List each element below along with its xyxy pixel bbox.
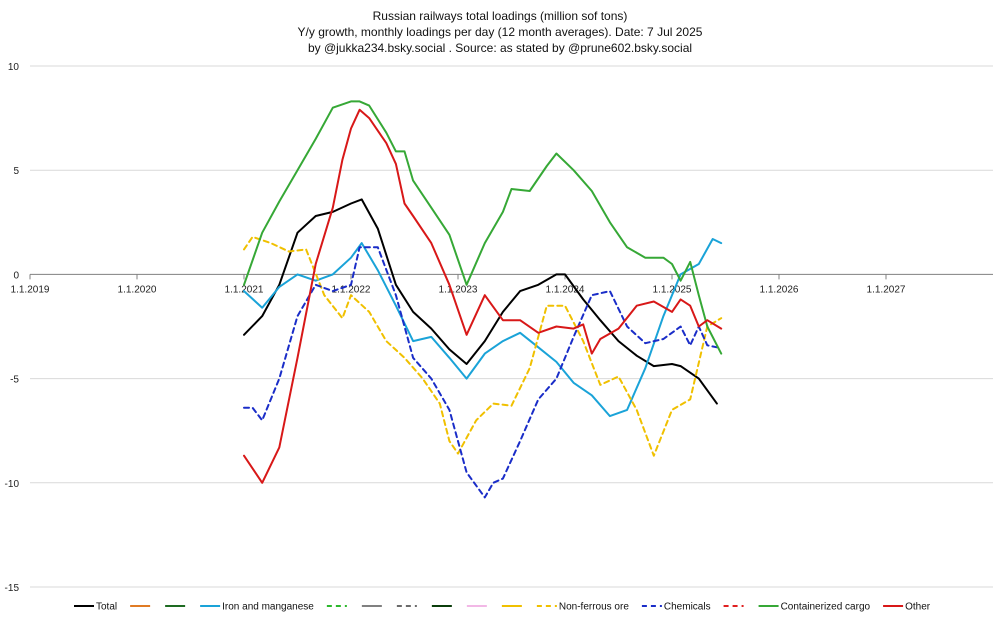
gridlines xyxy=(30,65,993,588)
x-tick-label: 1.1.2019 xyxy=(11,284,50,295)
series-line-other xyxy=(243,108,723,484)
series-lines xyxy=(243,100,723,499)
y-tick-label: -5 xyxy=(10,375,19,386)
chart-title-line-1: Russian railways total loadings (million… xyxy=(373,9,628,23)
series-line-iron-and-manganese xyxy=(243,238,723,418)
legend-label: Containerized cargo xyxy=(781,602,871,613)
series-line-total xyxy=(243,198,718,405)
x-tick-label: 1.1.2025 xyxy=(653,284,692,295)
series-line-containerized-cargo xyxy=(243,100,723,355)
y-tick-label: 0 xyxy=(13,270,19,281)
legend: Total Iron and manganese Non-ferrous ore Ch… xyxy=(74,602,931,613)
legend-label: Other xyxy=(905,602,931,613)
legend-label: Iron and manganese xyxy=(222,602,314,613)
y-tick-label: -15 xyxy=(5,583,20,594)
series-line-non-ferrous-ore xyxy=(243,235,723,457)
legend-label: Chemicals xyxy=(664,602,711,613)
x-tick-label: 1.1.2026 xyxy=(760,284,799,295)
axes: 10 5 0 -5 -10 -15 1.1.2019 1.1.2020 1.1.2021 1.1.… xyxy=(5,62,993,594)
x-tick-label: 1.1.2020 xyxy=(118,284,157,295)
x-tick-label: 1.1.2024 xyxy=(546,284,585,295)
legend-label: Non-ferrous ore xyxy=(559,602,629,613)
x-tick-label: 1.1.2027 xyxy=(867,284,906,295)
x-tick-label: 1.1.2023 xyxy=(439,284,478,295)
x-tick-label: 1.1.2021 xyxy=(225,284,264,295)
chart-title-line-3: by @jukka234.bsky.social . Source: as st… xyxy=(308,41,692,55)
y-tick-label: -10 xyxy=(5,479,20,490)
x-tick-label: 1.1.2022 xyxy=(332,284,371,295)
y-tick-label: 10 xyxy=(8,62,20,73)
y-tick-label: 5 xyxy=(13,166,19,177)
series-line-chemicals xyxy=(243,246,718,499)
legend-label: Total xyxy=(96,602,117,613)
chart-title-line-2: Y/y growth, monthly loadings per day (12… xyxy=(298,25,703,39)
